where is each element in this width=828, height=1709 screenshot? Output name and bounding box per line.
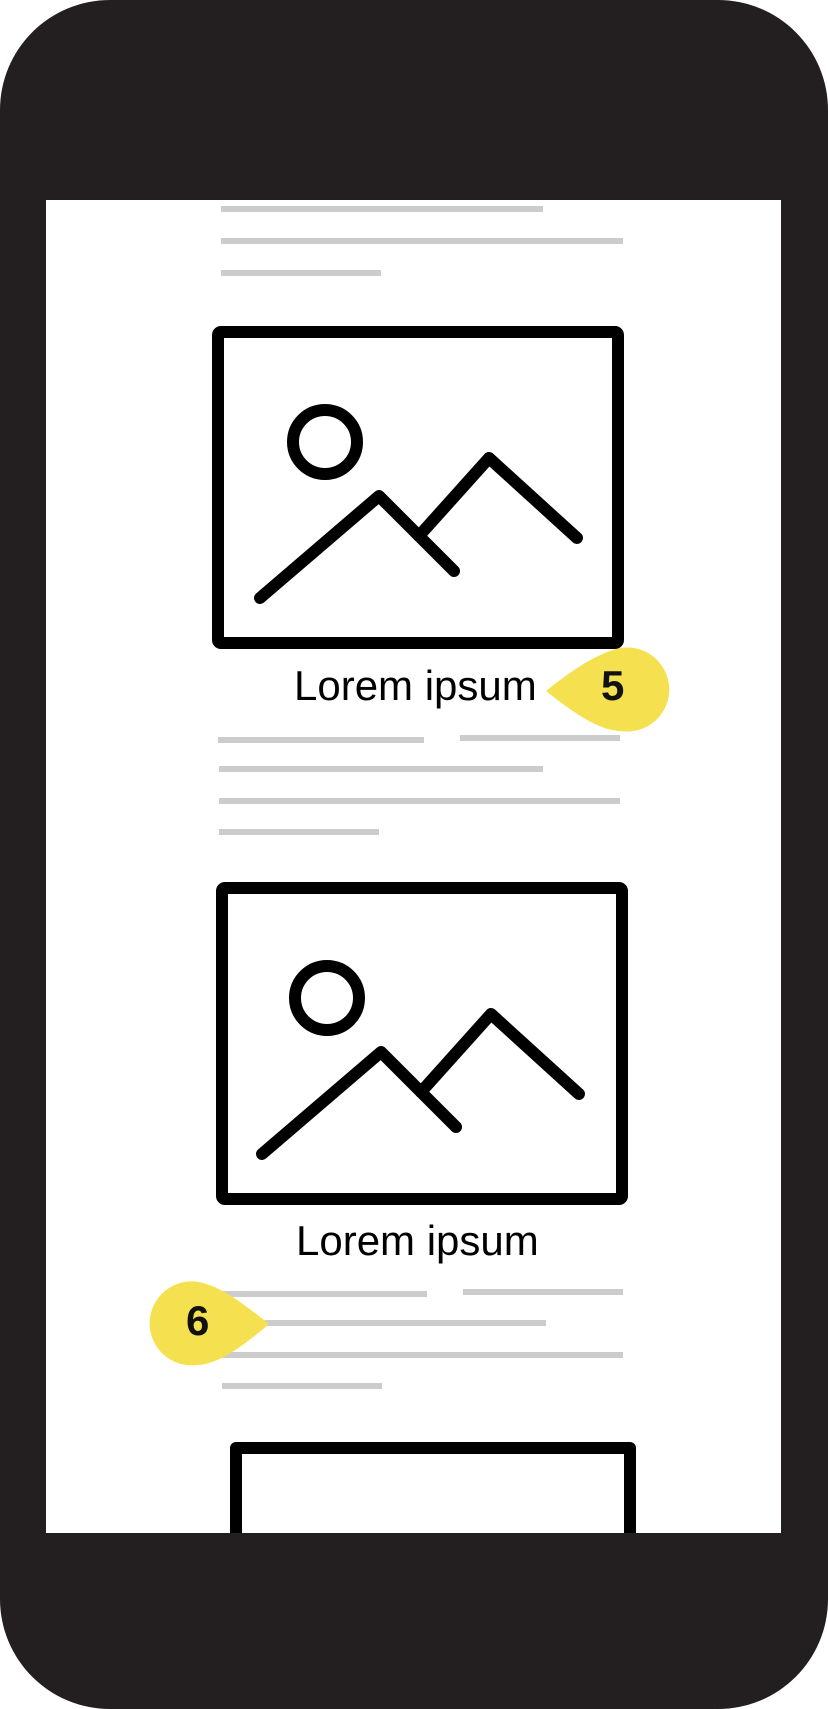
image-caption-2: Lorem ipsum [296, 1217, 539, 1264]
placeholder-text-line [218, 737, 424, 743]
image-placeholder-2 [216, 882, 628, 1205]
placeholder-text-line [221, 238, 623, 244]
placeholder-text-line [221, 206, 543, 212]
placeholder-text-line [463, 1289, 623, 1295]
placeholder-text-line [219, 766, 543, 772]
callout-badge-5 [546, 647, 670, 732]
placeholder-text-line [222, 1383, 382, 1389]
placeholder-text-line [221, 1291, 427, 1297]
image-placeholder-icon [216, 882, 628, 1205]
placeholder-text-line [222, 1352, 623, 1358]
placeholder-text-line [219, 798, 620, 804]
placeholder-text-line [219, 829, 379, 835]
image-placeholder-icon [212, 326, 624, 649]
callout-5: 5 [546, 645, 670, 732]
callout-6: 6 [149, 1280, 269, 1366]
image-placeholder-icon [230, 1442, 636, 1533]
placeholder-text-line [222, 1320, 546, 1326]
image-placeholder-3 [230, 1442, 636, 1533]
image-placeholder-1 [212, 326, 624, 649]
callout-number: 6 [186, 1297, 210, 1344]
placeholder-text-line [460, 735, 620, 741]
callout-number: 5 [601, 662, 625, 709]
placeholder-text-line [221, 270, 381, 276]
callout-badge-6 [149, 1281, 269, 1366]
image-caption-1: Lorem ipsum [294, 662, 537, 709]
